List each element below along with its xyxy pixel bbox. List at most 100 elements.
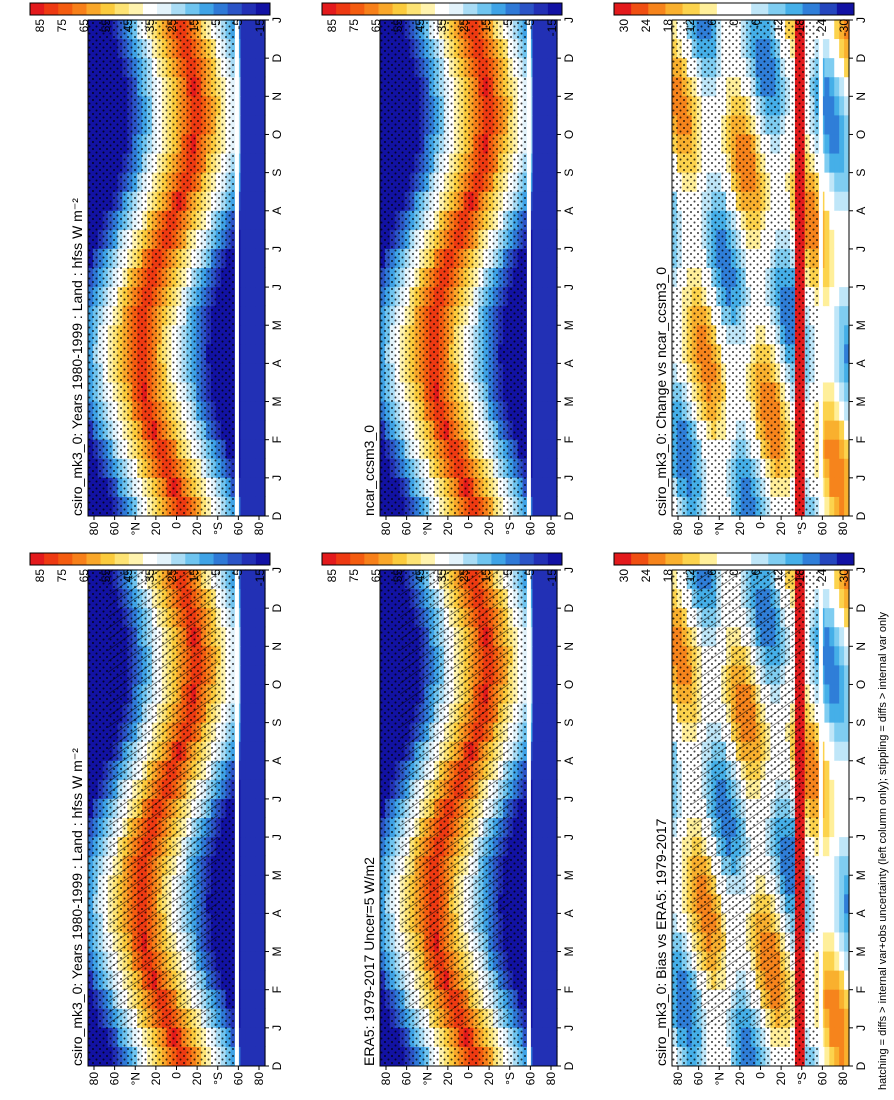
colorbar-label: 5: [209, 19, 223, 26]
heatmap-cell: [532, 210, 538, 230]
heatmap-cell: [542, 305, 548, 326]
month-label: D: [562, 511, 576, 520]
heatmap-cell: [532, 172, 538, 192]
heatmap-cell: [537, 817, 543, 838]
heatmap-cell: [542, 1027, 548, 1047]
heatmap-cell: [547, 588, 553, 609]
lat-label: 0: [170, 522, 184, 529]
lat-label: 20: [482, 522, 496, 536]
heatmap-cell: [537, 477, 543, 497]
heatmap-cell: [834, 683, 840, 704]
lat-label: 20: [190, 522, 204, 536]
heatmap-cell: [547, 607, 553, 628]
colorbar-label: 65: [369, 569, 383, 583]
heatmap-cell: [240, 114, 246, 135]
heatmap-cell: [245, 588, 251, 609]
lat-axis: 80 60 °N 20 0 20 °S 60 80: [379, 1066, 558, 1085]
heatmap-cell: [245, 931, 251, 952]
heatmap-cell: [829, 950, 835, 971]
heatmap-cell: [250, 458, 256, 478]
heatmap-cell: [547, 152, 553, 173]
heatmap-cell: [250, 722, 256, 742]
colorbar-swatch: [100, 553, 116, 565]
heatmap-cell: [542, 664, 548, 685]
colorbar-label: -5: [231, 19, 245, 30]
colorbar-swatch: [114, 553, 130, 565]
heatmap-cell: [532, 324, 538, 345]
heatmap-cell: [240, 626, 246, 647]
colorbar-swatch: [463, 3, 478, 15]
heatmap-cell: [250, 439, 256, 459]
heatmap-cell: [834, 607, 840, 628]
heatmap-cell: [537, 38, 543, 59]
heatmap-cell: [245, 95, 251, 116]
heatmap-cell: [547, 1008, 553, 1028]
lat-label: 0: [462, 1072, 476, 1079]
heatmap-cell: [255, 817, 261, 838]
heatmap-cell: [260, 210, 266, 230]
heatmap-cell: [829, 874, 835, 895]
heatmap-cell: [255, 172, 261, 192]
heatmap-cell: [255, 702, 261, 723]
heatmap-cell: [834, 836, 840, 857]
heatmap-cell: [542, 57, 548, 78]
month-label: M: [270, 320, 284, 330]
heatmap-cell: [839, 626, 845, 647]
heatmap-cell: [542, 38, 548, 59]
heatmap-cell: [240, 267, 246, 288]
heatmap-cell: [245, 645, 251, 666]
heatmap-cell: [547, 229, 553, 249]
heatmap-cell: [824, 912, 830, 933]
heatmap-cell: [260, 477, 266, 497]
heatmap-cell: [552, 19, 558, 40]
heatmap-cell: [547, 210, 553, 230]
colorbar-label: 55: [99, 569, 113, 583]
heatmap-cell: [532, 381, 538, 402]
heatmap-cell: [542, 912, 548, 933]
month-label: J: [270, 796, 284, 802]
colorbar-label: 25: [457, 19, 471, 33]
colorbar-swatch: [86, 553, 101, 565]
heatmap-cell: [552, 343, 558, 364]
heatmap-cell: [552, 702, 558, 723]
lat-label: 80: [379, 522, 393, 536]
heatmap-cell: [245, 381, 251, 402]
heatmap-cell: [245, 343, 251, 364]
heatmap-cell: [824, 836, 830, 857]
heatmap-cell: [260, 439, 266, 459]
heatmap-cell: [542, 458, 548, 478]
heatmap-cell: [839, 912, 845, 933]
heatmap-cell: [260, 798, 266, 818]
colorbar-frame: [29, 2, 271, 16]
colorbar-swatch: [128, 3, 144, 15]
colorbar-swatch: [58, 553, 73, 565]
heatmap-cell: [824, 970, 830, 990]
heatmap-cell: [240, 152, 246, 173]
heatmap-cell: [255, 970, 261, 990]
heatmap-cell: [537, 420, 543, 440]
month-label: F: [562, 436, 576, 443]
heatmap-cell: [552, 362, 558, 383]
heatmap-cell: [537, 664, 543, 685]
heatmap-cell: [532, 1027, 538, 1047]
colorbar-label: 85: [325, 569, 339, 583]
colorbar-swatch: [378, 3, 393, 15]
heatmap-cell: [250, 874, 256, 895]
month-label: J: [270, 834, 284, 840]
heatmap-cell: [824, 1027, 830, 1047]
heatmap-cell: [537, 836, 543, 857]
colorbar-swatch: [477, 553, 492, 565]
heatmap-cell: [552, 741, 558, 761]
heatmap-cell: [245, 324, 251, 345]
colorbar-swatch: [364, 553, 379, 565]
heatmap-cell: [245, 57, 251, 78]
heatmap-cell: [532, 420, 538, 440]
heatmap-cell: [542, 362, 548, 383]
heatmap-cell: [240, 343, 246, 364]
heatmap-cell: [824, 683, 830, 704]
heatmap-cell: [537, 989, 543, 1009]
heatmap-cell: [829, 683, 835, 704]
heatmap-cell: [240, 381, 246, 402]
lat-label: °S: [503, 522, 517, 535]
heatmap-cell: [547, 286, 553, 307]
